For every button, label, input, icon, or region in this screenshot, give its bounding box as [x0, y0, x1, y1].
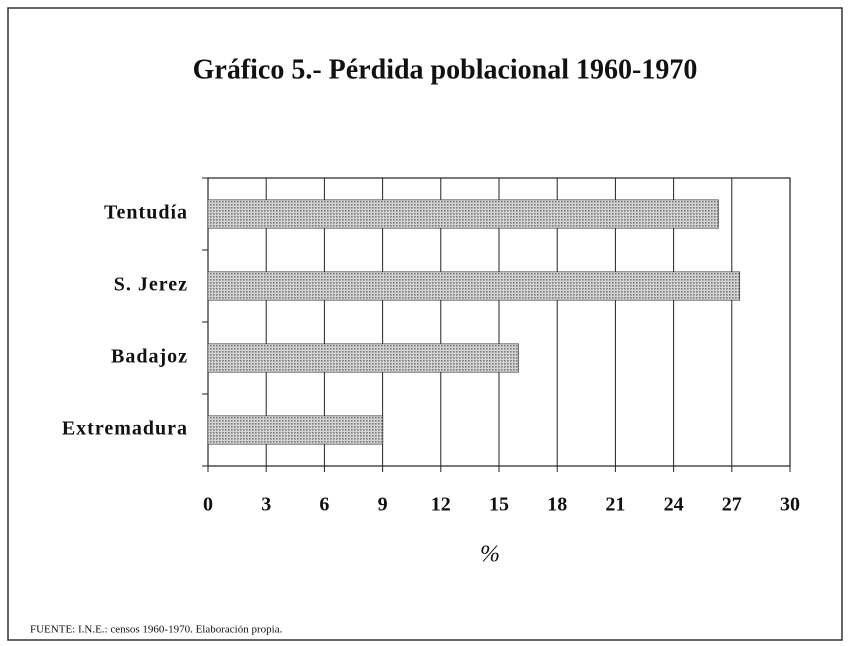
x-tick-label: 27: [722, 494, 742, 516]
x-tick-label: 21: [605, 494, 625, 516]
y-tick-label: Tentudía: [104, 202, 188, 224]
source-note: FUENTE: I.N.E.: censos 1960-1970. Elabor…: [30, 624, 283, 636]
bar-texture: [208, 416, 383, 444]
chart-title: Gráfico 5.- Pérdida poblacional 1960-197…: [193, 54, 698, 85]
y-tick-label: Extremadura: [62, 418, 188, 440]
x-tick-label: 30: [780, 494, 800, 516]
frame: [7, 7, 843, 641]
x-tick-label: 6: [319, 494, 329, 516]
x-tick-label: 0: [203, 494, 213, 516]
y-tick-label: Badajoz: [111, 346, 188, 368]
y-tick-label: S. Jerez: [114, 274, 188, 296]
bar-texture: [208, 200, 719, 228]
bar-texture: [208, 272, 740, 300]
x-tick-label: 12: [431, 494, 451, 516]
x-axis-label: %: [480, 542, 500, 568]
bar-texture: [208, 344, 519, 372]
x-tick-label: 24: [664, 494, 684, 516]
x-tick-label: 15: [489, 494, 509, 516]
x-tick-label: 9: [378, 494, 388, 516]
x-tick-label: 18: [547, 494, 567, 516]
x-tick-label: 3: [261, 494, 271, 516]
